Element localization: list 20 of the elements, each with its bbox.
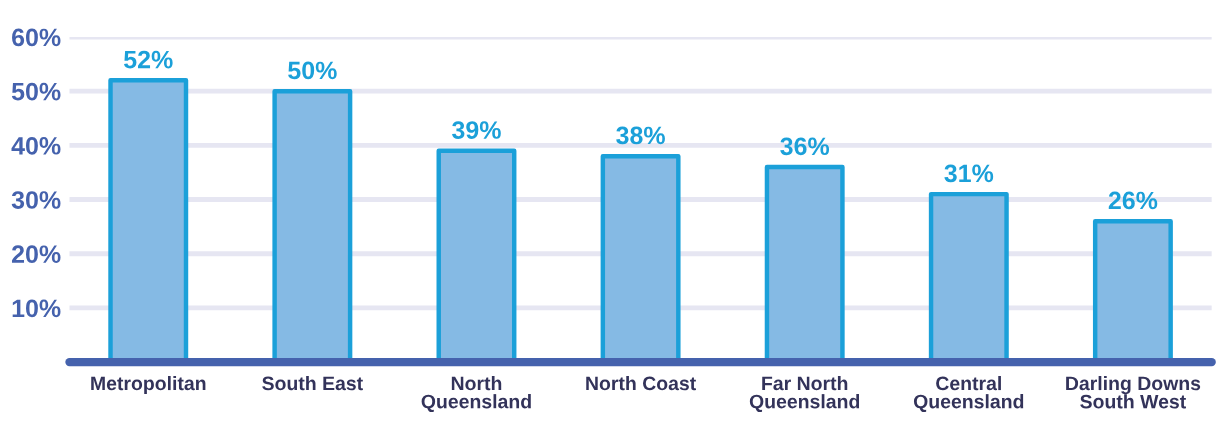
data-label: 50%: [288, 61, 337, 80]
data-label: 31%: [944, 164, 994, 183]
x-tick-label: Central Queensland: [913, 375, 1024, 413]
data-label: 52%: [124, 50, 173, 69]
x-tick-label: North Queensland: [421, 375, 531, 413]
data-label: 36%: [780, 137, 830, 156]
x-tick-label: Darling Downs South West: [1066, 375, 1201, 409]
x-tick-label: South East: [262, 375, 363, 391]
y-tick-label: 10%: [12, 299, 61, 318]
y-tick-label: 20%: [11, 245, 61, 264]
x-tick-label: Metropolitan: [91, 375, 206, 395]
y-tick-label: 30%: [11, 191, 61, 209]
y-tick-label: 40%: [11, 136, 61, 155]
data-label: 38%: [616, 126, 665, 145]
data-label: 39%: [452, 121, 501, 139]
x-tick-label: North Coast: [586, 375, 696, 391]
x-tick-label: Far North Queensland: [749, 375, 860, 413]
y-tick-label: 50%: [11, 82, 61, 101]
y-tick-label: 60%: [12, 28, 61, 47]
data-label: 26%: [1108, 191, 1158, 210]
